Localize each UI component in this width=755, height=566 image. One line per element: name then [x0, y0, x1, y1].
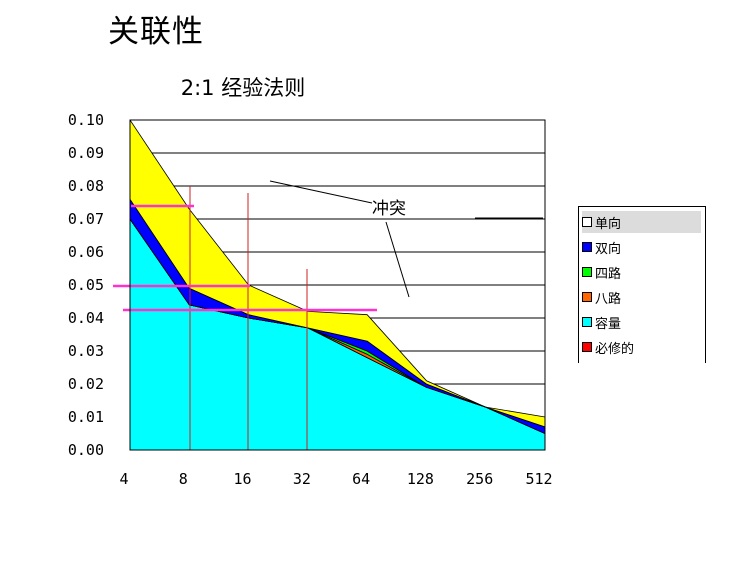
y-tick-label: 0.04	[68, 309, 104, 327]
x-tick-label: 16	[234, 470, 252, 488]
plot-frame	[129, 119, 546, 451]
legend-label: 双向	[595, 241, 622, 257]
annotation-overlay: 冲突	[113, 180, 543, 450]
y-tick-labels: 0.00 0.01 0.02 0.03 0.04 0.05 0.06 0.07 0.08 0.09…	[68, 111, 104, 459]
legend-swatch	[582, 242, 592, 252]
y-tick-label: 0.06	[68, 243, 104, 261]
legend-label: 必修的	[595, 341, 635, 357]
chart-title: 2:1 经验法则	[181, 76, 305, 100]
legend-item[interactable]: 必修的	[582, 336, 701, 358]
legend-swatch	[582, 217, 592, 227]
legend-item[interactable]: 单向	[582, 211, 701, 233]
y-tick-label: 0.03	[68, 342, 104, 360]
y-tick-label: 0.07	[68, 210, 104, 228]
x-tick-label: 4	[119, 470, 128, 488]
legend-swatch	[582, 317, 592, 327]
page-title: 关联性	[108, 14, 204, 50]
legend-item[interactable]: 容量	[582, 311, 701, 333]
pointer-line-down	[385, 221, 410, 298]
y-tick-label: 0.10	[68, 111, 104, 129]
legend-item[interactable]: 四路	[582, 261, 701, 283]
legend-swatch	[582, 342, 592, 352]
pointer-line-left	[269, 180, 373, 204]
x-tick-label: 512	[525, 470, 552, 488]
legend-item[interactable]: 双向	[582, 236, 701, 258]
legend-label: 八路	[595, 291, 622, 307]
legend-label: 四路	[595, 266, 622, 282]
x-tick-label: 128	[407, 470, 434, 488]
y-tick-label: 0.00	[68, 441, 104, 459]
y-tick-label: 0.01	[68, 408, 104, 426]
y-tick-label: 0.08	[68, 177, 104, 195]
legend-swatch	[582, 267, 592, 277]
x-tick-label: 8	[179, 470, 188, 488]
x-tick-label: 64	[352, 470, 370, 488]
annotation-conflict: 冲突	[372, 199, 406, 219]
legend-label: 单向	[595, 216, 622, 232]
x-tick-label: 32	[293, 470, 311, 488]
legend: 单向双向四路八路容量必修的	[578, 206, 706, 363]
y-tick-label: 0.05	[68, 276, 104, 294]
x-tick-labels: 4 8 16 32 64 128 256 512	[119, 470, 552, 488]
y-tick-label: 0.02	[68, 375, 104, 393]
legend-label: 容量	[595, 316, 622, 332]
x-tick-label: 256	[466, 470, 493, 488]
legend-item[interactable]: 八路	[582, 286, 701, 308]
legend-swatch	[582, 292, 592, 302]
y-tick-label: 0.09	[68, 144, 104, 162]
